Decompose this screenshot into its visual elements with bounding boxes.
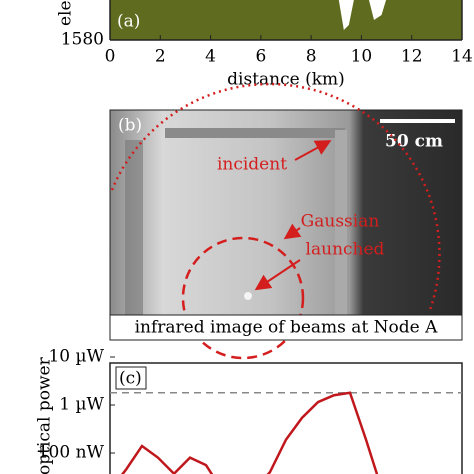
terrain-area bbox=[110, 0, 462, 40]
arrow bbox=[294, 140, 332, 161]
panel-label: (a) bbox=[117, 12, 140, 32]
y-axis-label: ele bbox=[56, 0, 76, 26]
panel-label: (c) bbox=[119, 369, 142, 389]
plot-area bbox=[110, 0, 462, 40]
plot-frame bbox=[109, 362, 463, 474]
scale-label: 50 cm bbox=[385, 132, 443, 152]
y-tick-label: 1 µW bbox=[59, 395, 104, 415]
arrow bbox=[283, 223, 302, 240]
y-tick-label: 10 µW bbox=[48, 347, 104, 367]
window-frame bbox=[125, 140, 143, 315]
x-tick-label: 12 bbox=[401, 47, 423, 67]
x-tick-label: 0 bbox=[105, 47, 116, 67]
incident-beam bbox=[110, 82, 441, 311]
caption-box bbox=[109, 314, 463, 341]
power-line bbox=[120, 391, 379, 474]
annotation: Gaussian bbox=[301, 212, 380, 232]
x-tick-label: 4 bbox=[205, 47, 216, 67]
annotation: launched bbox=[306, 240, 385, 260]
y-tick-label: 1580 bbox=[61, 30, 104, 50]
beam-spot bbox=[244, 292, 252, 300]
x-tick-label: 2 bbox=[155, 47, 166, 67]
x-tick-label: 14 bbox=[451, 47, 473, 67]
x-tick-label: 8 bbox=[306, 47, 317, 67]
y-tick-label: 100 nW bbox=[38, 443, 105, 463]
y-axis-label: optical power bbox=[35, 356, 55, 474]
annotation: incident bbox=[217, 155, 287, 175]
panel-c: 10 µW 1 µW 100 nW (c) optical power bbox=[35, 347, 463, 474]
arrow bbox=[254, 259, 301, 291]
x-tick-label: 6 bbox=[255, 47, 266, 67]
x-axis-label: distance (km) bbox=[227, 70, 345, 90]
caption: infrared image of beams at Node A bbox=[135, 318, 439, 338]
panel-label-box bbox=[115, 366, 147, 390]
panel-label: (b) bbox=[118, 116, 142, 136]
panel-b: (b) 50 cm incident Gaussian launched inf… bbox=[109, 82, 463, 360]
x-tick-label: 10 bbox=[351, 47, 373, 67]
window-frame bbox=[165, 128, 345, 138]
gaussian-beam bbox=[181, 236, 305, 360]
window-frame bbox=[335, 130, 347, 315]
plot-area bbox=[110, 391, 462, 474]
panel-a: 0 2 4 6 8 10 12 14 1580 distance (km) ele (a) bbox=[56, 0, 473, 90]
